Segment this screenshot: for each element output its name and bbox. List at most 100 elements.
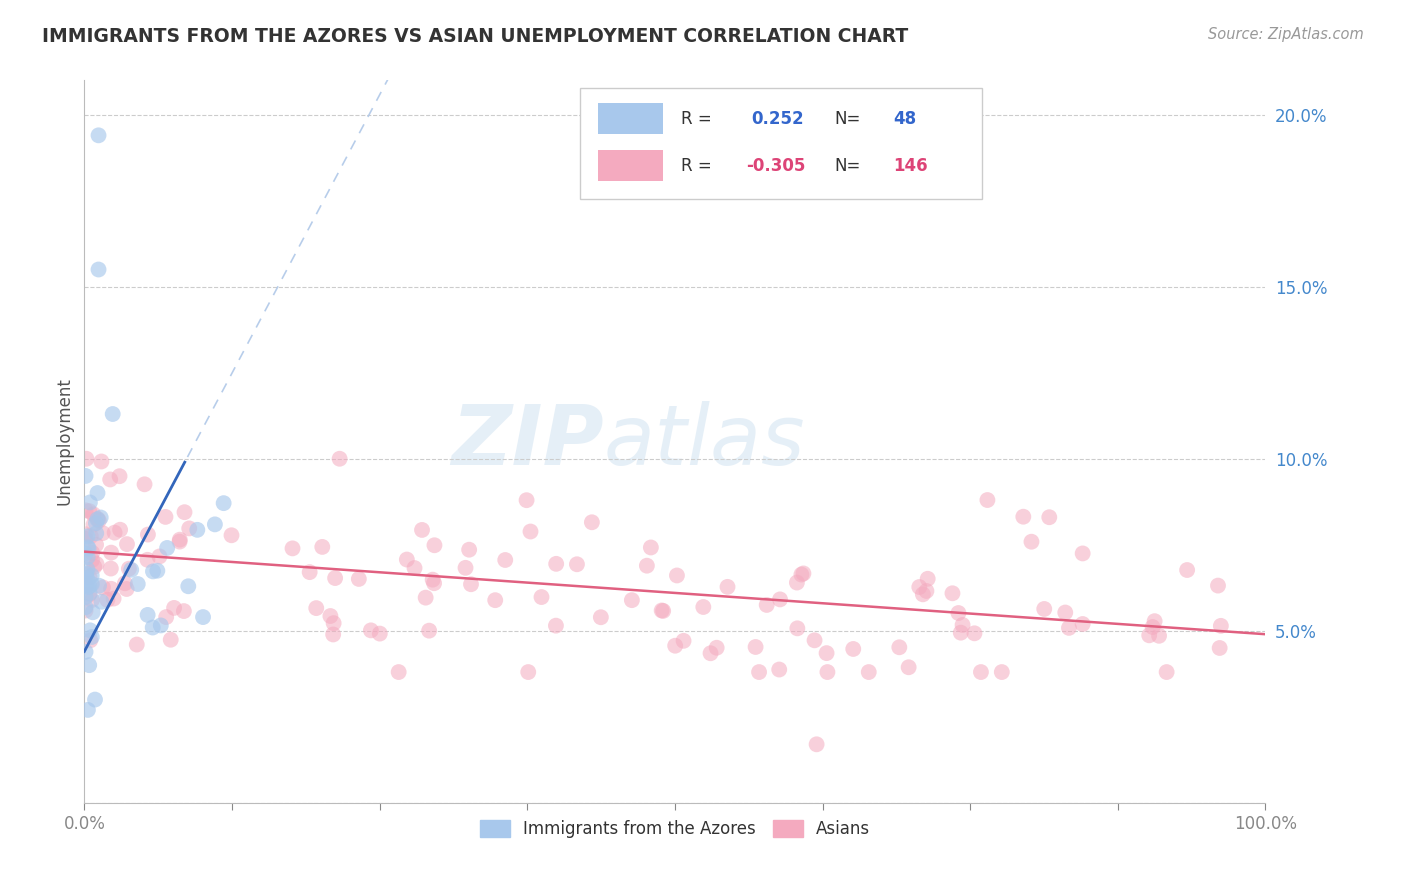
Point: [75, 603, 97, 617]
Point: [1033, 602, 1056, 616]
Point: [963, 626, 986, 640]
Point: [565, 558, 588, 572]
Point: [544, 618, 567, 632]
Point: [322, 627, 344, 641]
Point: [149, 618, 172, 632]
Point: [1147, 629, 1170, 643]
Point: [418, 624, 440, 638]
Point: [415, 591, 437, 605]
Point: [82, 546, 104, 560]
Point: [75, 600, 97, 615]
Point: [136, 527, 159, 541]
Point: [755, 598, 778, 612]
Point: [75, 547, 97, 561]
Point: [347, 572, 370, 586]
Point: [652, 604, 675, 618]
Point: [87, 512, 110, 526]
Point: [114, 576, 136, 591]
Point: [108, 469, 131, 483]
Point: [323, 571, 346, 585]
Point: [159, 632, 181, 647]
Point: [87, 262, 110, 277]
Point: [173, 505, 195, 519]
Point: [949, 625, 972, 640]
Point: [423, 538, 446, 552]
Point: [395, 552, 418, 566]
Point: [87, 579, 110, 593]
Point: [142, 621, 165, 635]
Point: [75, 567, 97, 582]
Point: [889, 640, 911, 655]
Point: [546, 557, 568, 571]
Point: [204, 517, 226, 532]
Point: [748, 665, 770, 679]
Point: [155, 610, 177, 624]
Point: [221, 528, 243, 542]
FancyBboxPatch shape: [598, 103, 664, 135]
Point: [101, 407, 124, 421]
Point: [368, 626, 391, 640]
Point: [79, 624, 101, 638]
Point: [915, 584, 938, 599]
Point: [77, 703, 100, 717]
Point: [519, 524, 541, 539]
Point: [103, 591, 125, 606]
Point: [86, 557, 108, 571]
Point: [186, 523, 208, 537]
Point: [125, 638, 148, 652]
Point: [1054, 606, 1077, 620]
Point: [322, 616, 344, 631]
Point: [80, 529, 103, 543]
Point: [311, 540, 333, 554]
Point: [156, 541, 179, 555]
Point: [75, 527, 97, 541]
Point: [620, 593, 643, 607]
Point: [90, 454, 112, 468]
Point: [77, 580, 100, 594]
Point: [664, 639, 686, 653]
Point: [148, 549, 170, 564]
Point: [100, 546, 122, 560]
Point: [212, 496, 235, 510]
Point: [163, 601, 186, 615]
Point: [360, 624, 382, 638]
Point: [769, 592, 792, 607]
Text: N=: N=: [834, 156, 860, 175]
Point: [636, 558, 658, 573]
Point: [77, 658, 100, 673]
Point: [169, 533, 191, 547]
Point: [90, 595, 112, 609]
Point: [79, 586, 101, 600]
Point: [75, 579, 97, 593]
Point: [458, 542, 481, 557]
Point: [1071, 617, 1094, 632]
Point: [80, 593, 103, 607]
Text: IMMIGRANTS FROM THE AZORES VS ASIAN UNEMPLOYMENT CORRELATION CHART: IMMIGRANTS FROM THE AZORES VS ASIAN UNEM…: [42, 27, 908, 45]
Point: [79, 570, 101, 584]
Point: [815, 646, 838, 660]
Point: [115, 537, 138, 551]
Point: [792, 566, 814, 581]
Point: [77, 587, 100, 601]
Point: [454, 561, 477, 575]
Point: [329, 451, 352, 466]
Point: [640, 541, 662, 555]
Point: [388, 665, 411, 679]
Point: [815, 665, 838, 679]
Point: [84, 516, 107, 530]
Point: [136, 553, 159, 567]
Point: [911, 587, 934, 601]
Point: [75, 532, 97, 546]
FancyBboxPatch shape: [598, 150, 664, 181]
Point: [1143, 614, 1166, 628]
Point: [75, 577, 97, 591]
Legend: Immigrants from the Azores, Asians: Immigrants from the Azores, Asians: [472, 814, 877, 845]
Point: [423, 576, 446, 591]
Point: [98, 472, 121, 486]
Point: [82, 605, 104, 619]
Point: [76, 562, 98, 576]
Point: [75, 645, 97, 659]
Point: [908, 580, 931, 594]
Text: ZIP: ZIP: [451, 401, 605, 482]
Point: [75, 469, 97, 483]
